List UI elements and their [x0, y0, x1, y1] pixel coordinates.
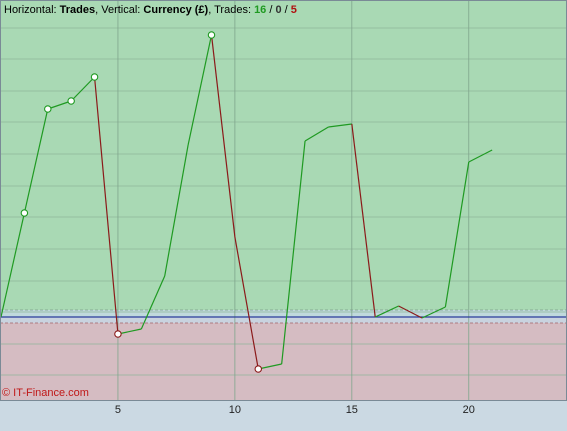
trade-segment [304, 126, 329, 142]
trade-marker [67, 97, 75, 105]
trade-segment [0, 212, 25, 318]
trade-segment [444, 161, 470, 308]
trade-marker [207, 31, 216, 39]
trade-marker [44, 105, 52, 113]
trade-segment [117, 328, 142, 335]
loss-zone [0, 317, 567, 400]
title-part: , Vertical: [95, 4, 143, 16]
title-part: Trades [60, 4, 95, 16]
title-part: 5 [291, 4, 297, 16]
trade-segment [187, 34, 213, 146]
title-part: Currency (£) [143, 4, 208, 16]
trade-segment [164, 144, 189, 277]
trade-segment [258, 363, 282, 370]
title-part: , Trades: [208, 4, 254, 16]
x-tick-label: 10 [229, 404, 241, 416]
trade-segment [281, 140, 306, 365]
trade-segment [421, 306, 446, 319]
trade-segment [70, 76, 95, 102]
trade-segment [234, 236, 259, 370]
trade-segment [140, 275, 166, 330]
trade-segment [468, 149, 493, 163]
x-axis-band [0, 400, 567, 431]
trade-segment [210, 34, 236, 238]
x-tick-label: 5 [115, 404, 121, 416]
x-tick-label: 15 [346, 404, 358, 416]
trade-segment [398, 305, 423, 319]
title-part: / [266, 4, 275, 16]
x-tick-label: 20 [463, 404, 475, 416]
trade-segment [328, 123, 352, 128]
trade-segment [47, 100, 72, 110]
trade-marker [254, 365, 263, 373]
chart-title: Horizontal: Trades, Vertical: Currency (… [4, 4, 297, 16]
trade-segment [23, 108, 49, 214]
title-part: / [282, 4, 291, 16]
trade-segment [93, 76, 119, 335]
trade-marker [114, 330, 122, 338]
trade-marker [20, 209, 29, 217]
trade-segment [374, 305, 399, 318]
title-part: 16 [254, 4, 266, 16]
trade-segment [351, 123, 376, 318]
profit-zone [0, 0, 567, 317]
trade-marker [90, 73, 99, 81]
watermark: © IT-Finance.com [2, 387, 89, 399]
title-part: Horizontal: [4, 4, 60, 16]
title-part: 0 [275, 4, 281, 16]
plot-area [0, 0, 567, 400]
